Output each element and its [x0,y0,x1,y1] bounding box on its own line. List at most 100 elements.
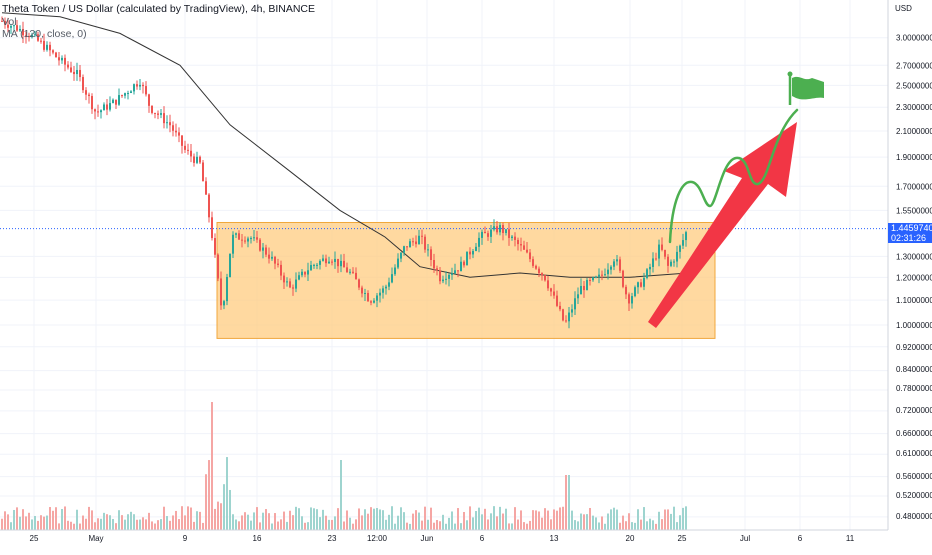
volume-bar [538,511,540,530]
candle-body [664,249,666,257]
candle-body [73,71,75,75]
candle-body [364,293,366,295]
candle-body [7,24,9,28]
volume-bar [592,515,594,530]
volume-bar [460,523,462,530]
volume-bar [388,514,390,530]
candle-body [295,279,297,289]
volume-bar [106,514,108,530]
candle-body [502,225,504,234]
volume-bar [40,515,42,530]
candle-body [247,238,249,242]
candle-body [475,246,477,252]
volume-bar [622,515,624,530]
volume-bar [526,523,528,530]
candle-body [349,271,351,273]
candle-body [28,36,30,38]
candle-body [43,40,45,50]
candle-body [115,99,117,105]
candle-body [370,301,372,303]
candle-body [262,247,264,251]
candle-body [589,280,591,282]
ma-indicator-label[interactable]: MA (120, close, 0) [2,28,87,40]
volume-bar [520,510,522,530]
volume-bar [403,512,405,530]
volume-bar [661,519,663,530]
volume-bar [667,509,669,530]
time-tick-label: May [88,534,103,543]
price-tick-label: 1.7000000 [896,182,932,191]
volume-bar [568,475,570,530]
volume-bar [190,507,192,530]
volume-bar [55,507,57,530]
volume-bar [577,521,579,530]
price-tick-label: 1.9000000 [896,153,932,162]
volume-bar [196,511,198,530]
volume-bar [370,507,372,530]
volume-indicator-label[interactable]: Vol [2,15,17,28]
candle-body [352,271,354,273]
candle-body [211,217,213,239]
volume-bar [463,511,465,530]
candle-body [337,258,339,267]
candle-body [325,258,327,264]
volume-bar [487,519,489,530]
volume-bar [424,506,426,530]
volume-bar [175,510,177,530]
flag-pole-top [787,71,793,77]
volume-bar [31,519,33,530]
candle-body [421,235,423,237]
candle-body [451,273,453,275]
candle-body [568,312,570,322]
volume-bar [415,510,417,530]
volume-bar [217,501,219,530]
volume-bar [334,516,336,530]
volume-bar [532,510,534,530]
candle-body [190,150,192,157]
price-tick-label: 0.4800000 [896,512,932,521]
volume-bar [382,510,384,530]
time-tick-label: 25 [678,534,687,543]
volume-bar [19,516,21,530]
volume-bar [565,475,567,530]
volume-bar [121,515,123,530]
candle-body [40,40,42,42]
volume-bar [277,521,279,530]
volume-bar [496,516,498,530]
volume-bar [547,510,549,530]
candle-body [553,291,555,296]
volume-bar [124,519,126,530]
candle-body [16,25,18,31]
candle-body [319,260,321,265]
candle-body [556,295,558,306]
candle-body [637,282,639,288]
candle-body [574,298,576,310]
time-tick-label: 23 [328,534,337,543]
volume-bar [607,513,609,530]
volume-bar [553,509,555,530]
candle-body [388,282,390,287]
candle-body [544,275,546,281]
volume-bar [289,510,291,530]
volume-bar [220,503,222,530]
volume-bar [97,518,99,530]
candle-body [481,231,483,238]
price-tick-label: 0.5200000 [896,491,932,500]
candle-body [331,261,333,263]
volume-bar [316,509,318,530]
symbol-title[interactable]: Theta Token / US Dollar (calculated by T… [2,3,316,15]
candle-body [469,251,471,255]
moving-average [0,12,888,278]
volume-bar [490,513,492,530]
candle-body [358,279,360,288]
volume-bar [109,515,111,530]
candle-body [607,269,609,275]
candle-body [472,251,474,255]
candle-body [580,285,582,295]
candle-body [499,225,501,233]
volume-bar [364,509,366,530]
ma-line [1,12,689,278]
candle-body [139,84,141,87]
